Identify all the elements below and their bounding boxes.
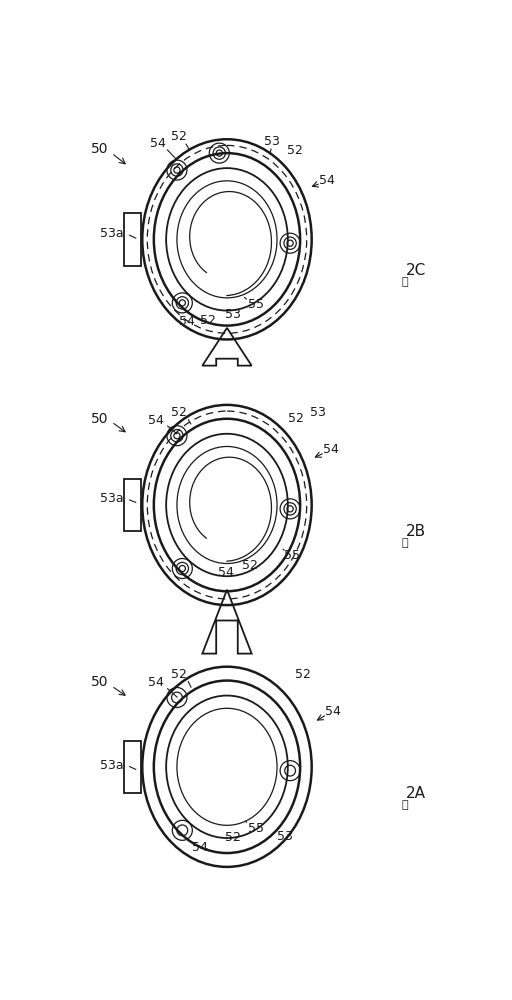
Text: 图: 图 [401, 800, 408, 810]
Text: 2B: 2B [406, 524, 425, 539]
Text: 52: 52 [172, 130, 187, 143]
Text: 50: 50 [91, 142, 109, 156]
Text: 52: 52 [200, 314, 216, 327]
Text: 52: 52 [287, 144, 303, 157]
Text: 54: 54 [319, 174, 335, 187]
Text: 52: 52 [288, 412, 304, 425]
Text: 53a: 53a [100, 492, 123, 505]
Text: 55: 55 [248, 298, 264, 311]
Text: 54: 54 [150, 137, 165, 150]
Text: 52: 52 [225, 831, 241, 844]
Text: 54: 54 [148, 414, 164, 427]
Text: 53a: 53a [100, 759, 123, 772]
Text: 2C: 2C [406, 263, 426, 278]
Text: 54: 54 [179, 315, 195, 328]
Text: 55: 55 [248, 822, 264, 835]
Text: 图: 图 [401, 538, 408, 548]
Text: 55: 55 [285, 549, 301, 562]
Text: 53a: 53a [100, 227, 123, 240]
Text: 53: 53 [310, 406, 326, 419]
Text: 图: 图 [401, 277, 408, 287]
Text: 54: 54 [323, 443, 339, 456]
Text: 54: 54 [325, 705, 341, 718]
Text: 53: 53 [277, 830, 293, 843]
Text: 2A: 2A [406, 786, 425, 801]
Text: 52: 52 [172, 668, 187, 681]
Text: 54: 54 [148, 676, 164, 689]
Text: 53: 53 [264, 135, 280, 148]
Text: 52: 52 [242, 559, 258, 572]
Text: 54: 54 [218, 566, 233, 579]
Text: 50: 50 [91, 412, 109, 426]
Text: 53: 53 [225, 308, 241, 321]
Text: 52: 52 [294, 668, 310, 681]
Text: 52: 52 [172, 406, 187, 419]
Text: 54: 54 [192, 841, 208, 854]
Text: 50: 50 [91, 675, 109, 689]
